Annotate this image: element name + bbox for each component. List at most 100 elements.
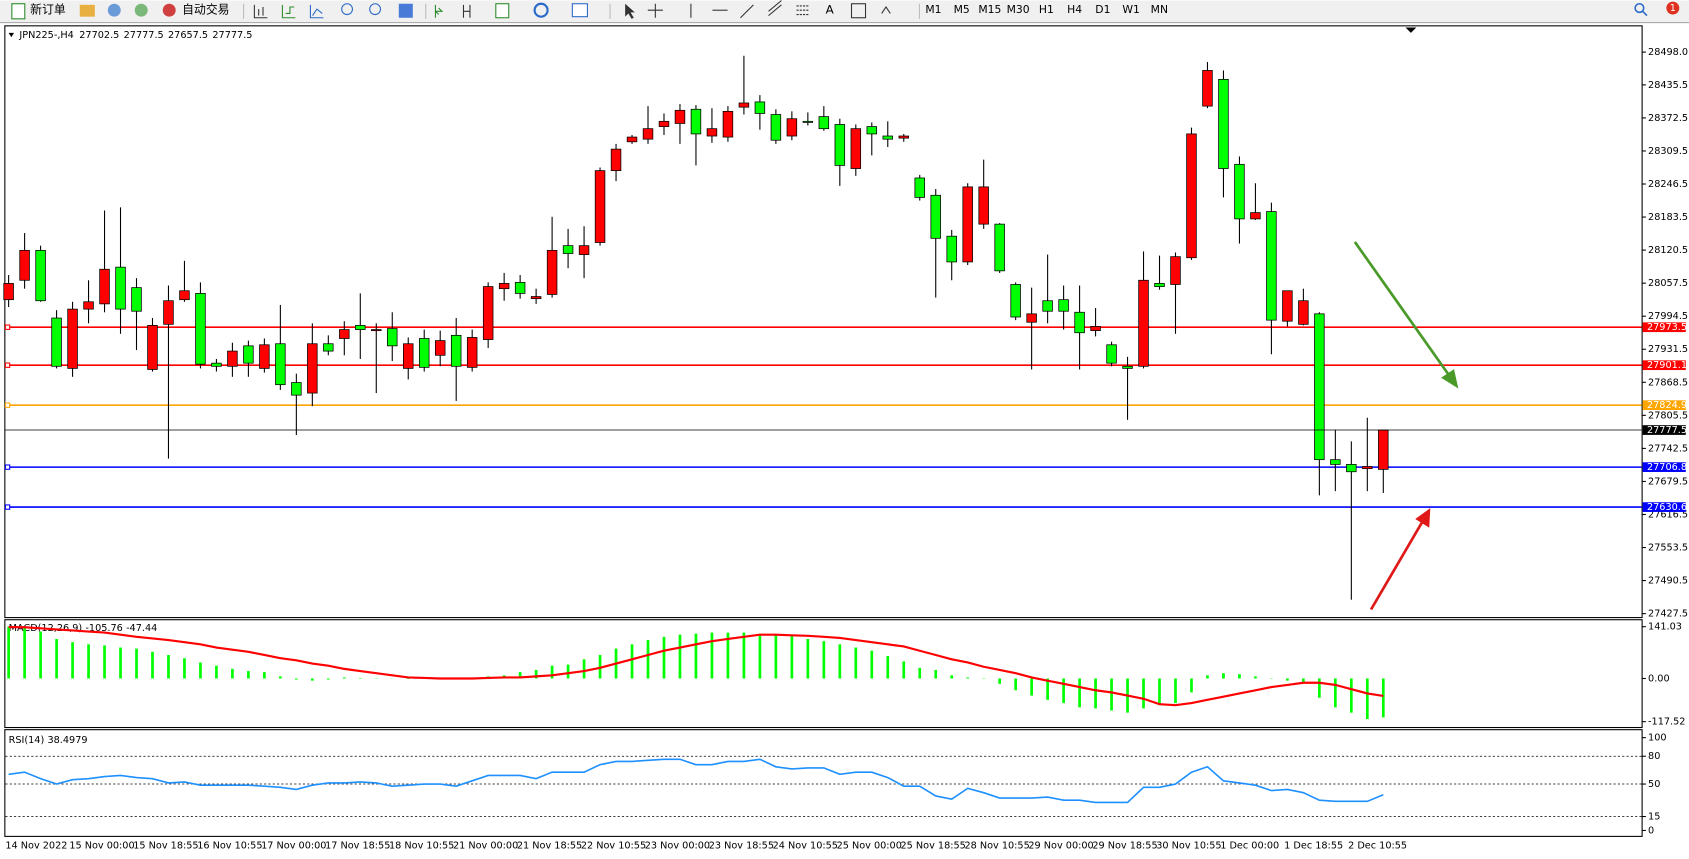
candle-body: [259, 344, 270, 369]
signal-value: -47.44: [126, 623, 157, 634]
candle-body: [626, 136, 638, 143]
timeframes: M1 M5 M15 M30 H1 H4 D1 W1 MN: [925, 3, 1168, 16]
icon[interactable]: [740, 4, 754, 19]
y-tick-label: 0: [1648, 825, 1654, 836]
candle-body: [1154, 283, 1165, 287]
x-tick-label: 1 Dec 18:55: [1284, 841, 1343, 852]
level-label: 27901.1: [1647, 360, 1687, 371]
rsi-value: 38.4979: [47, 735, 87, 746]
y-tick-label: 27427.5: [1648, 609, 1688, 620]
timeframe-button[interactable]: MN: [1151, 3, 1168, 16]
timeframe-button[interactable]: M5: [954, 3, 970, 16]
timeframe-button[interactable]: M30: [1007, 3, 1030, 16]
candle-body: [339, 329, 350, 339]
candle-body: [275, 343, 286, 386]
x-tick-label: 14 Nov 2022: [5, 841, 67, 852]
candle-body: [866, 126, 878, 135]
candle-body: [3, 283, 14, 301]
toolbar: 新订单 自动交易 A M1 M5 M15 M30 H1 H4 D1 W1: [0, 0, 1689, 24]
candle-body: [1234, 163, 1245, 220]
icon[interactable]: [253, 4, 268, 19]
candle-body: [1330, 459, 1341, 465]
candle-body: [418, 338, 430, 368]
icon[interactable]: [881, 6, 891, 14]
notification-count: 1: [1670, 3, 1676, 14]
level-label: 27706.8: [1647, 462, 1687, 473]
timeframe-button[interactable]: H4: [1067, 3, 1082, 16]
y-tick-label: 28183.5: [1648, 212, 1688, 223]
y-tick-label: 28498.0: [1648, 47, 1688, 58]
icon[interactable]: [850, 3, 867, 19]
auto-trading-button[interactable]: 自动交易: [162, 3, 230, 17]
icon[interactable]: A: [826, 3, 834, 17]
level-label-bg: [1642, 322, 1686, 333]
new-order-button[interactable]: 新订单: [11, 3, 66, 20]
icon[interactable]: [647, 3, 663, 18]
notification-badge[interactable]: [1666, 1, 1680, 15]
x-tick-label: 21 Nov 18:55: [517, 841, 582, 852]
timeframe-button[interactable]: M15: [978, 3, 1001, 16]
timeframe-button[interactable]: D1: [1095, 3, 1110, 16]
x-tick-label: 17 Nov 18:55: [325, 841, 390, 852]
icon[interactable]: [79, 4, 95, 17]
y-tick-label: -117.52: [1648, 717, 1685, 728]
y-tick-label: 28372.5: [1648, 113, 1688, 124]
level-label-bg: [1642, 502, 1686, 512]
candle-body: [1218, 78, 1229, 169]
icon[interactable]: [495, 3, 510, 19]
icon[interactable]: [768, 0, 782, 17]
candle-body: [1378, 429, 1389, 470]
icon[interactable]: [341, 3, 353, 16]
x-tick-label: 15 Nov 18:55: [133, 841, 198, 852]
timeframe-button[interactable]: M1: [925, 3, 941, 16]
y-tick-label: 28435.5: [1648, 80, 1688, 91]
icon[interactable]: [309, 4, 324, 19]
candle-body: [882, 135, 894, 140]
level-handle: [4, 504, 11, 510]
header-marker: [8, 32, 15, 38]
icon[interactable]: [398, 3, 413, 18]
candle-body: [1362, 466, 1373, 469]
indicator-name: RSI(14): [9, 735, 45, 746]
candle-body: [243, 345, 254, 364]
candle-body: [818, 116, 830, 130]
icon[interactable]: [625, 3, 635, 19]
icon[interactable]: [281, 4, 296, 19]
icon[interactable]: [571, 3, 588, 18]
low-value: 27657.5: [168, 30, 208, 41]
button-label: 新订单: [30, 3, 66, 17]
rsi-line: [8, 758, 1384, 804]
candle-body: [946, 235, 957, 263]
level-label-bg: [1642, 400, 1686, 411]
x-tick-label: 1 Dec 00:00: [1220, 841, 1279, 852]
x-tick-label: 22 Nov 10:55: [581, 841, 646, 852]
x-tick-label: 16 Nov 10:55: [197, 841, 262, 852]
icon[interactable]: [796, 5, 810, 16]
candle-body: [834, 124, 846, 166]
icon[interactable]: [462, 4, 471, 18]
level-label-bg: [1642, 360, 1686, 371]
candle-body: [355, 325, 366, 330]
y-tick-label: 141.03: [1648, 622, 1682, 633]
icon[interactable]: [533, 2, 549, 18]
search-icon[interactable]: [1634, 2, 1645, 14]
rsi-panel: [4, 729, 1643, 837]
candle-body: [179, 290, 190, 301]
y-tick-label: 27616.5: [1648, 509, 1688, 520]
x-tick-label: 28 Nov 10:55: [964, 841, 1029, 852]
candle-body: [1074, 311, 1085, 334]
x-tick-label: 21 Nov 00:00: [453, 841, 518, 852]
candle-body: [594, 170, 606, 243]
x-tick-label: 29 Nov 18:55: [1092, 841, 1157, 852]
icon[interactable]: [369, 3, 382, 16]
icon[interactable]: [434, 4, 444, 18]
candle-body: [163, 300, 174, 325]
candle-body: [291, 382, 302, 396]
candle-body: [1042, 300, 1053, 312]
candle-body: [754, 101, 766, 114]
candle-body: [387, 328, 398, 347]
timeframe-button[interactable]: H1: [1039, 3, 1054, 16]
icon[interactable]: [107, 3, 121, 17]
timeframe-button[interactable]: W1: [1122, 3, 1140, 16]
icon[interactable]: [134, 3, 148, 17]
